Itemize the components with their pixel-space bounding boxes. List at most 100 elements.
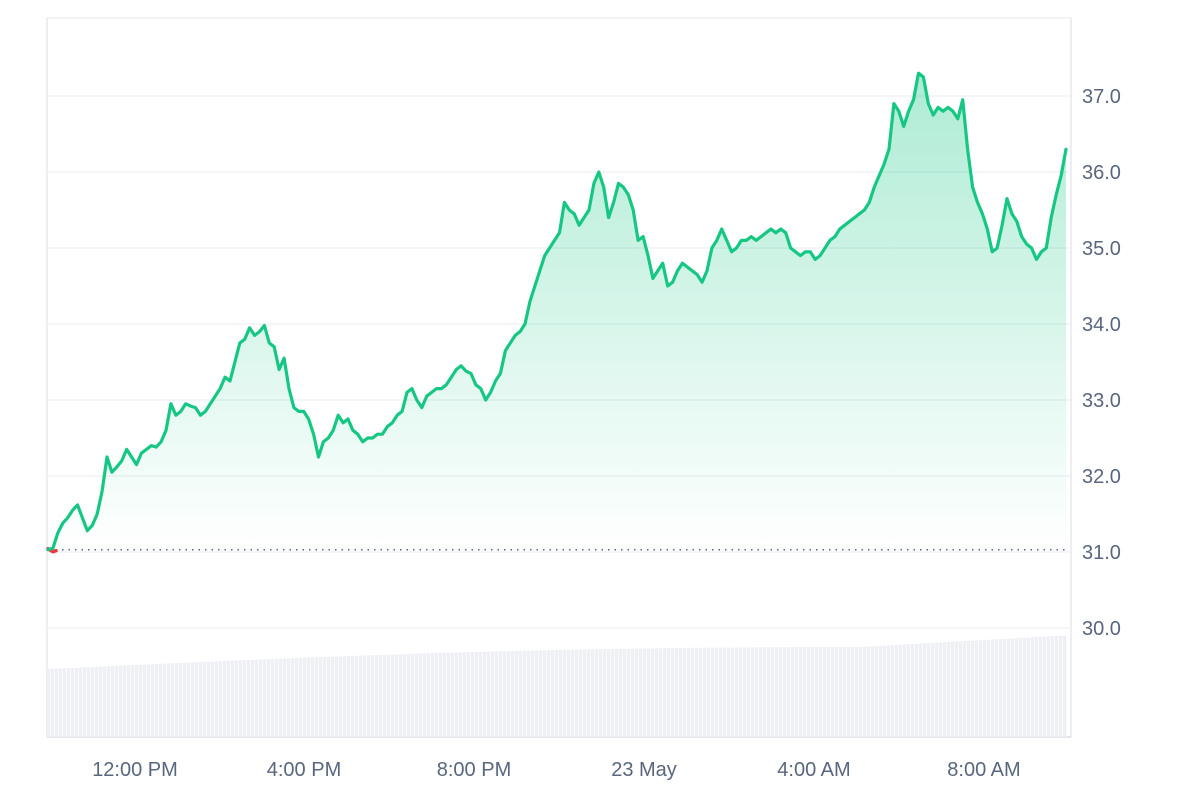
volume-bar (627, 648, 631, 737)
volume-bar (943, 642, 947, 737)
volume-bar (1055, 635, 1059, 737)
volume-bar (911, 644, 915, 737)
volume-bar (1023, 637, 1027, 737)
volume-bar (691, 647, 695, 737)
volume-bar (831, 647, 835, 737)
volume-bar (883, 645, 887, 737)
volume-bar (827, 647, 831, 737)
volume-bar (199, 662, 203, 737)
volume-bar (507, 651, 511, 737)
volume-bar (659, 648, 663, 737)
volume-bar (119, 665, 123, 737)
volume-bar (511, 651, 515, 737)
volume-bar (767, 647, 771, 737)
volume-bar (1011, 638, 1015, 737)
volume-bar (971, 640, 975, 737)
volume-bar (455, 652, 459, 737)
volume-bar (67, 668, 71, 737)
volume-bar (363, 655, 367, 737)
volume-bar (479, 651, 483, 737)
volume-bar (235, 660, 239, 737)
volume-bar (271, 658, 275, 737)
y-tick-label: 30.0 (1082, 618, 1121, 640)
volume-bar (91, 666, 95, 737)
volume-bar (75, 667, 79, 737)
volume-bar (275, 658, 279, 737)
volume-bar (227, 660, 231, 737)
volume-bar (167, 663, 171, 737)
volume-bar (195, 662, 199, 737)
volume-bar (343, 656, 347, 737)
volume-bar (879, 645, 883, 737)
volume-bar (1039, 636, 1043, 737)
volume-bar (391, 654, 395, 737)
volume-bar (435, 653, 439, 737)
volume-bar (399, 654, 403, 737)
volume-bar (1047, 636, 1051, 737)
volume-bar (991, 639, 995, 737)
volume-bar (131, 665, 135, 737)
volume-bar (471, 652, 475, 737)
volume-bar (527, 650, 531, 737)
volume-bar (811, 647, 815, 737)
volume-bar (687, 647, 691, 737)
volume-bar (331, 656, 335, 737)
volume-bar (815, 647, 819, 737)
volume-bar (151, 664, 155, 737)
volume-bar (835, 647, 839, 737)
volume-bar (519, 650, 523, 737)
volume-bar (163, 663, 167, 737)
volume-bar (335, 656, 339, 737)
volume-bar (711, 647, 715, 737)
volume-bar (871, 646, 875, 737)
volume-bar (919, 643, 923, 737)
volume-bar (1051, 636, 1055, 737)
volume-bar (263, 659, 267, 737)
volume-bar (371, 655, 375, 737)
price-line (46, 71, 1068, 552)
volume-bar (1059, 635, 1063, 737)
volume-bar (367, 655, 371, 737)
volume-bar (1003, 638, 1007, 737)
volume-bar (307, 657, 311, 737)
volume-bar (139, 664, 143, 737)
volume-bar (719, 647, 723, 737)
volume-bar (663, 648, 667, 737)
volume-bar (791, 647, 795, 737)
volume-bar (647, 648, 651, 737)
volume-bar (787, 647, 791, 737)
volume-bar (443, 652, 447, 737)
volume-bar (539, 650, 543, 737)
x-axis: 12:00 PM 4:00 PM 8:00 PM 23 May 4:00 AM 8:00 … (92, 759, 1021, 781)
volume-bar (583, 649, 587, 737)
volume-bar (387, 654, 391, 737)
volume-bar (219, 661, 223, 737)
volume-bar (987, 639, 991, 737)
volume-bar (839, 647, 843, 737)
volume-bar (395, 654, 399, 737)
volume-bar (327, 656, 331, 737)
volume-bar (783, 647, 787, 737)
volume-bar (927, 643, 931, 737)
volume-bar (59, 668, 63, 737)
volume-bar (803, 647, 807, 737)
volume-bar (179, 662, 183, 737)
volume-bar (1019, 637, 1023, 737)
volume-bar (243, 660, 247, 737)
volume-bar (1015, 638, 1019, 737)
volume-bar (171, 663, 175, 737)
volume-bar (287, 658, 291, 737)
volume-bar (239, 660, 243, 737)
volume-bar (107, 666, 111, 737)
volume-bar (143, 664, 147, 737)
volume-bar (279, 658, 283, 737)
volume-bar (907, 644, 911, 737)
volume-bar (755, 647, 759, 737)
volume-bar (847, 647, 851, 737)
x-tick-label: 8:00 AM (947, 759, 1020, 781)
volume-bar (935, 642, 939, 737)
volume-bar (83, 667, 87, 737)
volume-bar (723, 647, 727, 737)
volume-bar (99, 666, 103, 737)
volume-bar (775, 647, 779, 737)
